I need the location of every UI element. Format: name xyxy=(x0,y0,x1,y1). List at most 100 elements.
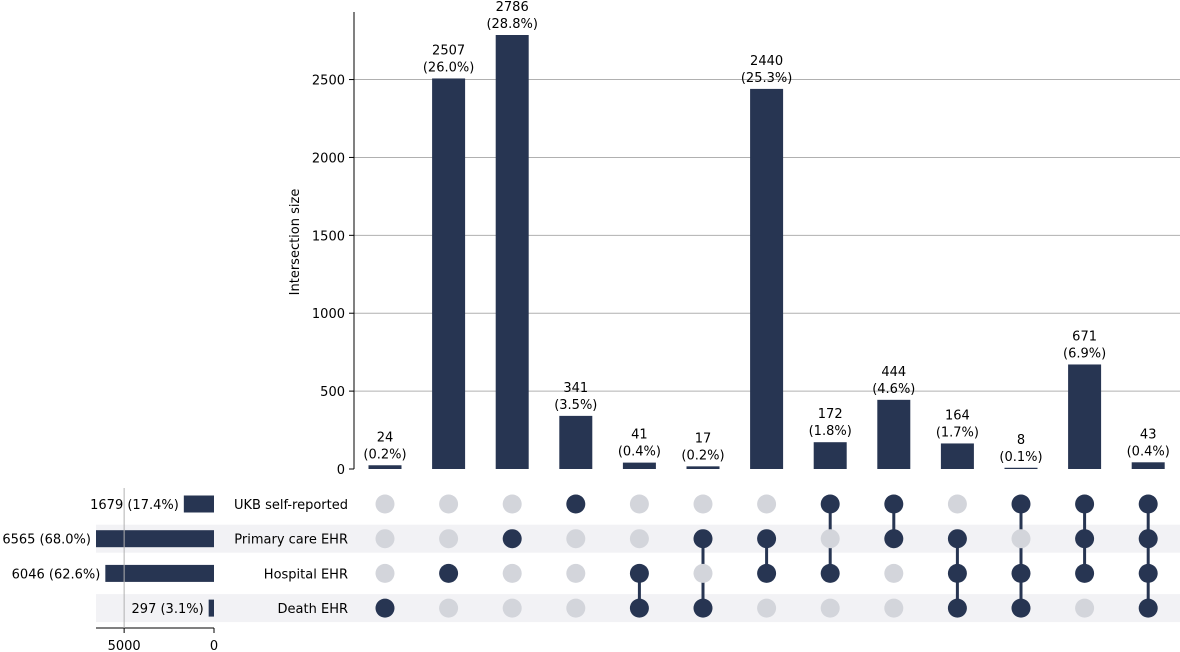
membership-dot-inactive xyxy=(375,494,395,514)
intersection-count-label: 172 xyxy=(818,407,843,422)
membership-dot-active xyxy=(757,529,777,549)
membership-dot-inactive xyxy=(439,529,459,549)
intersection-bars xyxy=(368,35,1165,469)
set-size-axis: 5000 0 xyxy=(96,488,218,652)
membership-dot-inactive xyxy=(693,563,713,583)
membership-dot-active xyxy=(693,598,713,618)
membership-dot-inactive xyxy=(375,529,395,549)
membership-dot-active xyxy=(947,563,967,583)
set-size-bar xyxy=(105,564,214,582)
intersection-count-label: 43 xyxy=(1140,427,1157,442)
intersection-percent-label: (3.5%) xyxy=(554,398,597,413)
intersection-count-label: 164 xyxy=(945,408,970,423)
membership-dot-active xyxy=(820,563,840,583)
membership-dot-active xyxy=(502,529,522,549)
membership-dot-active xyxy=(884,529,904,549)
membership-dot-active xyxy=(820,494,840,514)
membership-dot-inactive xyxy=(566,529,586,549)
intersection-percent-label: (28.8%) xyxy=(486,17,537,32)
membership-dot-inactive xyxy=(820,598,840,618)
set-size-label: 6565 (68.0%) xyxy=(2,533,91,548)
membership-dot-inactive xyxy=(629,494,649,514)
intersection-percent-label: (6.9%) xyxy=(1063,346,1106,361)
membership-dot-active xyxy=(629,563,649,583)
intersection-count-label: 444 xyxy=(881,365,906,380)
membership-dot-active xyxy=(1138,529,1158,549)
intersection-percent-label: (25.3%) xyxy=(741,71,792,86)
membership-dot-inactive xyxy=(1075,598,1095,618)
membership-dot-inactive xyxy=(757,494,777,514)
membership-dot-inactive xyxy=(820,529,840,549)
set-names: UKB self-reported Primary care EHR Hospita… xyxy=(234,498,348,617)
membership-dot-active xyxy=(947,529,967,549)
membership-dot-inactive xyxy=(566,598,586,618)
set-size-bar xyxy=(96,530,214,548)
intersection-percent-label: (0.4%) xyxy=(618,445,661,460)
intersection-percent-label: (1.8%) xyxy=(809,424,852,439)
membership-matrix xyxy=(375,494,1158,618)
membership-dot-active xyxy=(884,494,904,514)
intersection-bar xyxy=(559,415,593,469)
membership-dot-active xyxy=(757,563,777,583)
membership-dot-active xyxy=(439,563,459,583)
membership-dot-inactive xyxy=(884,563,904,583)
membership-dot-active xyxy=(1138,598,1158,618)
membership-dot-inactive xyxy=(502,494,522,514)
membership-dot-active xyxy=(1138,563,1158,583)
intersection-count-label: 24 xyxy=(377,430,394,445)
membership-dot-inactive xyxy=(947,494,967,514)
membership-dot-active xyxy=(1011,494,1031,514)
intersection-count-label: 2440 xyxy=(750,54,783,69)
intersection-count-label: 41 xyxy=(631,428,648,443)
set-name-label: UKB self-reported xyxy=(234,498,348,513)
membership-dot-active xyxy=(566,494,586,514)
membership-dot-inactive xyxy=(439,598,459,618)
set-size-bars: 1679 (17.4%) 6565 (68.0%) 6046 (62.6%) 297 … xyxy=(2,495,214,617)
set-size-tick-label: 0 xyxy=(210,639,218,652)
intersection-percent-label: (0.4%) xyxy=(1127,444,1170,459)
y-tick-label: 1500 xyxy=(312,229,345,244)
set-name-label: Hospital EHR xyxy=(264,567,348,582)
membership-dot-active xyxy=(1075,529,1095,549)
membership-dot-active xyxy=(1075,563,1095,583)
intersection-bar xyxy=(622,462,656,469)
membership-dot-inactive xyxy=(693,494,713,514)
set-name-label: Primary care EHR xyxy=(234,533,348,548)
intersection-percent-label: (1.7%) xyxy=(936,425,979,440)
membership-dot-inactive xyxy=(502,563,522,583)
intersection-bar xyxy=(495,35,529,469)
intersection-count-label: 8 xyxy=(1017,433,1025,448)
set-size-label: 1679 (17.4%) xyxy=(90,498,179,513)
y-tick-label: 2000 xyxy=(312,151,345,166)
membership-dot-inactive xyxy=(375,563,395,583)
membership-dot-active xyxy=(629,598,649,618)
membership-dot-inactive xyxy=(884,598,904,618)
membership-dot-inactive xyxy=(757,598,777,618)
y-tick-label: 1000 xyxy=(312,307,345,322)
intersection-count-label: 341 xyxy=(563,381,588,396)
intersection-percent-label: (4.6%) xyxy=(872,382,915,397)
intersection-bar xyxy=(813,442,847,469)
intersection-bar xyxy=(940,443,974,469)
intersection-percent-label: (0.1%) xyxy=(999,450,1042,465)
y-axis-ticks: 0 500 1000 1500 2000 2500 xyxy=(312,74,354,478)
intersection-bar xyxy=(1068,364,1102,469)
set-size-bar xyxy=(183,495,214,513)
intersection-count-label: 2786 xyxy=(496,0,529,15)
y-tick-label: 2500 xyxy=(312,74,345,89)
intersection-count-label: 17 xyxy=(695,431,712,446)
intersection-bar xyxy=(1004,467,1038,469)
membership-dot-active xyxy=(1075,494,1095,514)
intersection-bar xyxy=(368,465,402,469)
intersection-bar xyxy=(432,78,466,469)
membership-dot-inactive xyxy=(1011,529,1031,549)
y-tick-label: 0 xyxy=(337,463,345,478)
membership-dot-active xyxy=(1011,598,1031,618)
intersection-bar-labels: 24 (0.2%) 2507 (26.0%) 2786 (28.8%) 341 (3.5%) 4… xyxy=(363,0,1169,465)
intersection-bar xyxy=(1131,462,1165,469)
membership-dot-active xyxy=(693,529,713,549)
intersection-bar xyxy=(750,88,784,469)
intersection-bar xyxy=(877,399,911,469)
y-axis-label: Intersection size xyxy=(288,189,303,296)
